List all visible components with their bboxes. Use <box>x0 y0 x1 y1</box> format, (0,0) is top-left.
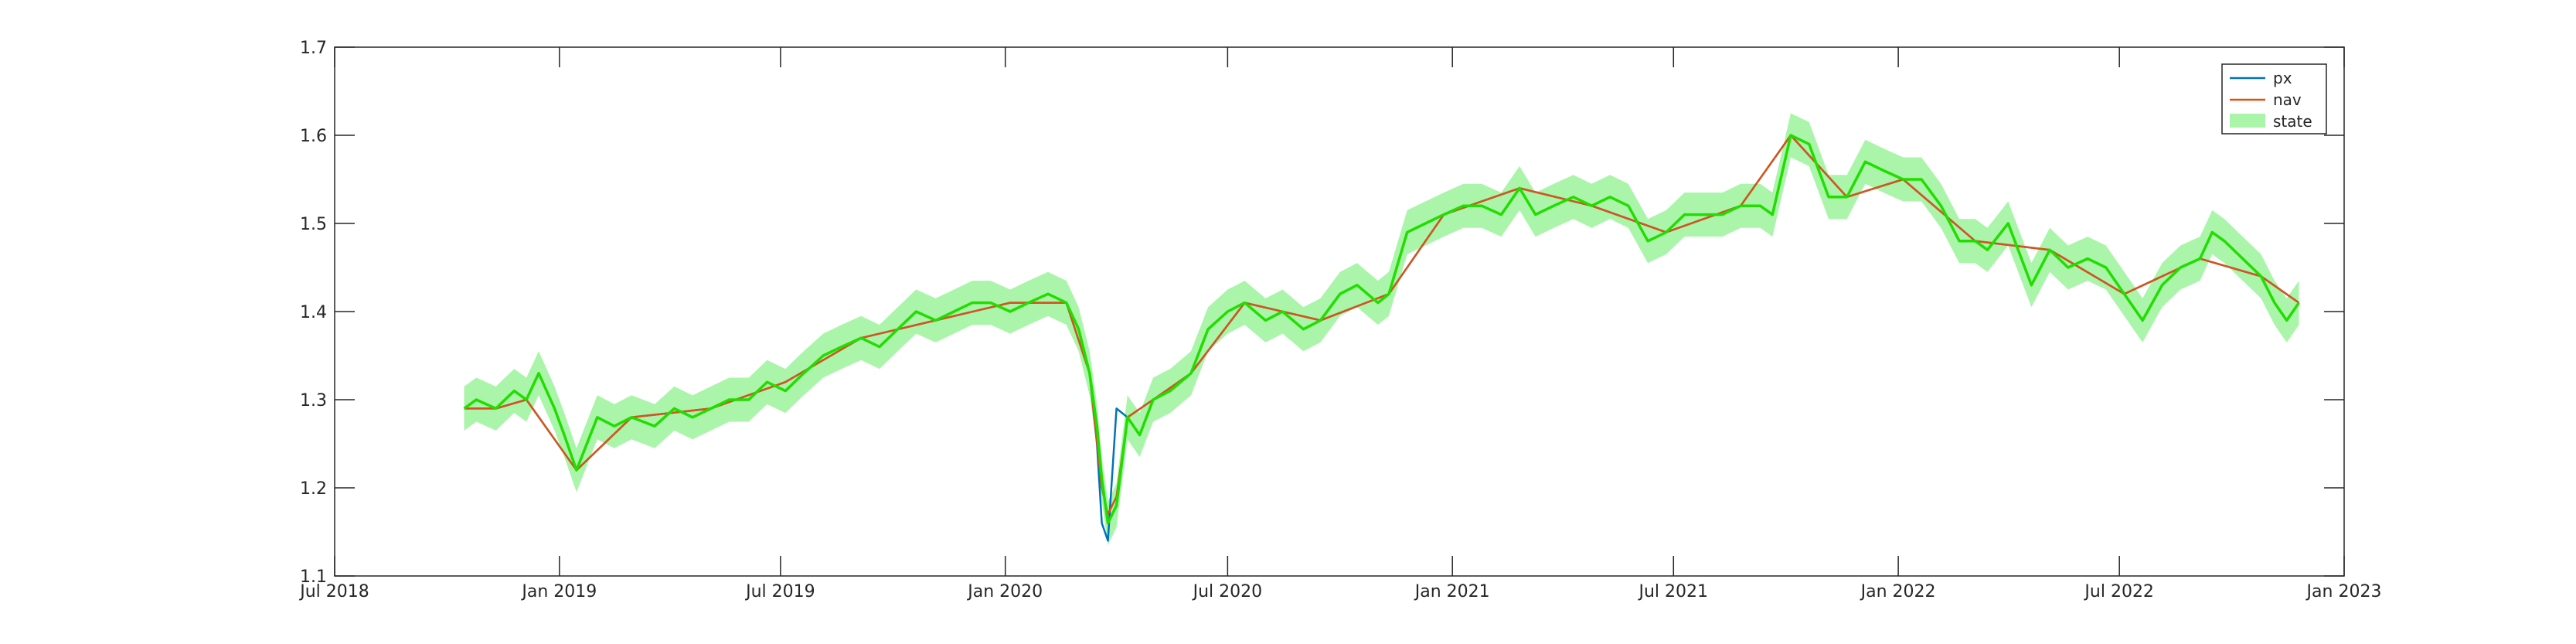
legend: px nav state <box>2221 63 2327 135</box>
legend-label-px: px <box>2273 69 2292 87</box>
x-tick-label: Jul 2020 <box>1192 582 1263 601</box>
y-tick-label: 1.7 <box>300 39 327 58</box>
axes-layer: Jul 2018 Jan 2019 Jul 2019 Jan 2020 Jul 2020… <box>298 39 2381 601</box>
x-tick-label: Jan 2019 <box>520 582 597 601</box>
y-tick-label: 1.4 <box>300 303 327 322</box>
x-tick-label: Jul 2022 <box>2083 582 2154 601</box>
x-tick-label: Jan 2020 <box>966 582 1043 601</box>
x-tick-label: Jan 2022 <box>1860 582 1936 601</box>
y-tick-label: 1.5 <box>300 215 327 234</box>
x-tick-label: Jan 2021 <box>1414 582 1490 601</box>
x-tick-label: Jul 2021 <box>1638 582 1709 601</box>
legend-label-nav: nav <box>2273 90 2302 109</box>
legend-label-state: state <box>2273 112 2312 131</box>
y-tick-label: 1.2 <box>300 479 327 499</box>
series-line-state <box>463 134 2300 525</box>
y-tick-label: 1.6 <box>300 127 327 146</box>
legend-swatch-state <box>2230 114 2265 128</box>
x-tick-label: Jan 2023 <box>2305 582 2382 601</box>
series-lines-layer <box>463 134 2300 542</box>
y-tick-label: 1.3 <box>300 391 327 411</box>
y-tick-label: 1.1 <box>300 567 327 587</box>
x-tick-label: Jul 2018 <box>298 582 369 601</box>
x-tick-label: Jul 2019 <box>744 582 815 601</box>
